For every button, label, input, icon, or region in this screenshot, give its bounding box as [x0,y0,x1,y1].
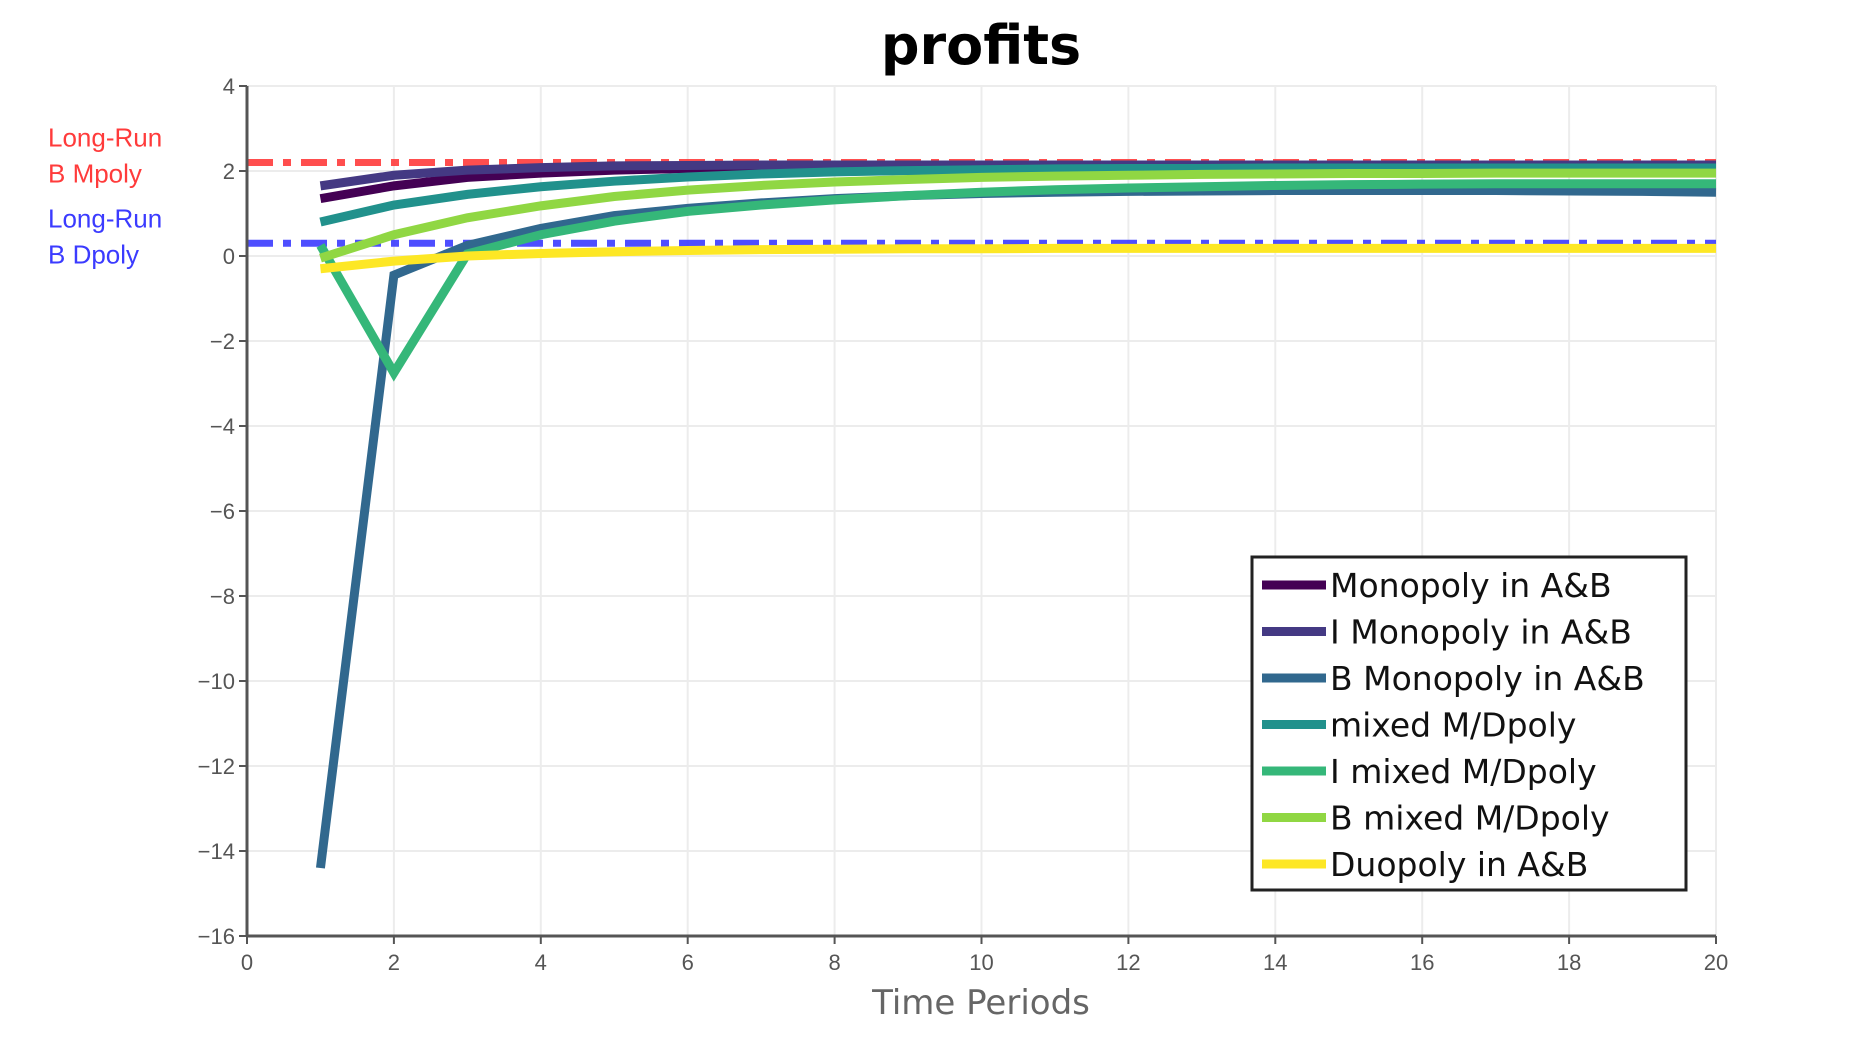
reference-label: B Dpoly [48,239,139,269]
legend-entry: Duopoly in A&B [1330,845,1588,884]
legend-entry: Monopoly in A&B [1330,566,1612,605]
x-tick-label: 0 [241,950,253,975]
y-tick-label: −12 [198,754,235,779]
y-tick-label: −14 [198,839,235,864]
axes [239,85,1717,944]
y-tick-label: −8 [210,584,235,609]
x-tick-label: 4 [535,950,547,975]
y-tick-label: 2 [223,159,235,184]
y-tick-label: −6 [210,499,235,524]
series-line-6 [319,168,1716,263]
x-tick-label: 2 [388,950,400,975]
x-tick-label: 14 [1263,950,1287,975]
y-tick-label: −10 [198,669,235,694]
x-axis-label: Time Periods [871,983,1090,1023]
x-tick-label: 18 [1557,950,1581,975]
y-tick-label: 0 [223,244,235,269]
chart-title: profits [881,14,1081,77]
y-tick-label: −4 [210,414,235,439]
y-tick-label: −16 [198,924,235,949]
y-tick-label: 4 [223,74,235,99]
reference-label: B Mpoly [48,159,142,189]
legend-entry: I mixed M/Dpoly [1330,752,1597,791]
legend-entry: I Monopoly in A&B [1330,613,1632,652]
legend-entry: B mixed M/Dpoly [1330,799,1610,838]
y-tick-label: −2 [210,329,235,354]
series-line-7 [319,243,1716,274]
x-tick-label: 6 [682,950,694,975]
x-tick-label: 8 [828,950,840,975]
x-tick-label: 12 [1116,950,1140,975]
x-tick-label: 16 [1410,950,1434,975]
reference-label: Long-Run [48,203,162,233]
x-tick-label: 10 [969,950,993,975]
series-line-5 [316,179,1716,382]
legend-entry: B Monopoly in A&B [1330,659,1645,698]
reference-annotations: Long-Run B Mpoly Long-Run B Dpoly [48,123,162,270]
reference-label: Long-Run [48,123,162,153]
x-tick-label: 20 [1704,950,1728,975]
series-lines [315,160,1717,869]
series-line-4 [319,163,1716,227]
legend: Monopoly in A&B I Monopoly in A&B B Monopo… [1250,555,1688,892]
legend-entry: mixed M/Dpoly [1330,706,1576,745]
